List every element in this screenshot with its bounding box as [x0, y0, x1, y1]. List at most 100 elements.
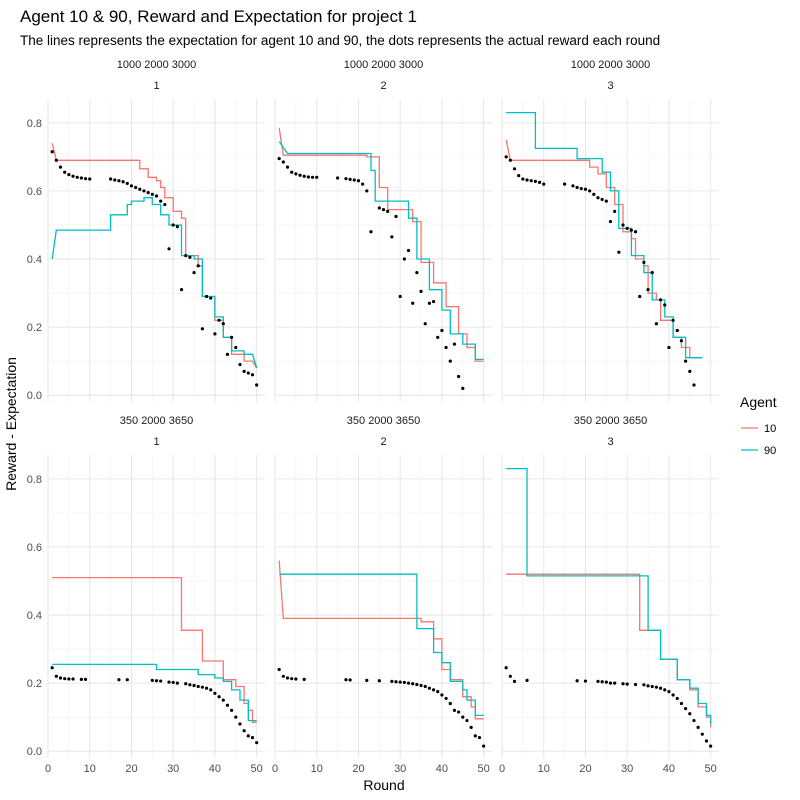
reward-dot — [58, 165, 63, 169]
reward-dot — [213, 332, 217, 336]
reward-dot — [633, 682, 638, 687]
reward-dot — [352, 178, 356, 182]
reward-dot — [477, 735, 482, 740]
legend-title: Agent — [740, 394, 777, 410]
reward-dot — [175, 681, 179, 685]
reward-dot — [684, 359, 688, 363]
reward-dot — [79, 677, 83, 681]
reward-dot — [575, 679, 579, 683]
reward-dot — [423, 684, 427, 689]
reward-dot — [83, 177, 88, 181]
reward-dot — [209, 688, 213, 692]
reward-dot — [302, 174, 306, 178]
reward-dot — [117, 179, 121, 183]
reward-dot — [390, 679, 394, 683]
reward-dot — [234, 715, 238, 719]
reward-dot — [204, 294, 209, 299]
reward-dot — [427, 686, 432, 690]
reward-dot — [415, 682, 419, 687]
reward-dot — [348, 177, 352, 181]
reward-dot — [679, 701, 684, 706]
reward-dot — [398, 680, 402, 684]
strip-label-bottom: 2 — [380, 80, 386, 92]
reward-dot — [658, 298, 663, 302]
reward-dot — [217, 318, 221, 322]
reward-dot — [613, 209, 617, 213]
reward-dot — [457, 710, 461, 714]
reward-dot — [381, 208, 386, 212]
reward-dot — [608, 219, 613, 224]
reward-dot — [142, 189, 146, 193]
reward-dot — [344, 177, 348, 181]
reward-dot — [277, 667, 281, 672]
reward-dot — [290, 677, 294, 681]
reward-dot — [667, 345, 671, 350]
reward-dot — [654, 322, 659, 326]
reward-dot — [562, 182, 567, 186]
reward-dot — [402, 680, 406, 685]
reward-dot — [419, 289, 423, 293]
reward-dot — [246, 371, 250, 375]
reward-dot — [209, 296, 213, 300]
reward-dot — [402, 257, 406, 261]
reward-dot — [431, 299, 436, 304]
reward-dot — [83, 677, 88, 681]
reward-dot — [294, 677, 298, 681]
reward-dot — [163, 202, 167, 207]
reward-dot — [525, 178, 529, 182]
series-line-agent-10 — [506, 573, 712, 728]
reward-dot — [436, 690, 440, 694]
series-line-agent-90 — [506, 467, 712, 724]
reward-dot — [58, 676, 63, 680]
reward-dot — [642, 683, 646, 687]
x-tick-label: 20 — [352, 763, 364, 775]
reward-dot — [377, 679, 381, 683]
reward-dot — [688, 369, 692, 373]
reward-dot — [221, 322, 225, 326]
reward-dot — [159, 679, 163, 683]
x-tick-label: 50 — [705, 763, 717, 775]
reward-dot — [482, 744, 486, 748]
reward-dot — [436, 335, 440, 339]
reward-dot — [688, 712, 692, 716]
x-tick-label: 30 — [167, 763, 179, 775]
legend: Agent 10 90 — [740, 394, 777, 457]
series-line-agent-10 — [52, 576, 257, 723]
reward-dot — [431, 688, 436, 692]
reward-dot — [386, 209, 390, 213]
panel-1: 1000 2000 3000 1 0.0 0.2 0.4 0.6 0.8 — [27, 59, 265, 402]
strip-label-top: 1000 2000 3000 — [117, 59, 197, 71]
reward-dot — [696, 725, 700, 729]
reward-dot — [671, 693, 675, 697]
reward-dot — [225, 703, 230, 707]
reward-dot — [411, 301, 415, 305]
reward-dot — [238, 722, 242, 726]
reward-dot — [704, 739, 709, 743]
reward-dot — [621, 223, 625, 227]
reward-dot — [613, 681, 617, 685]
reward-dot — [504, 155, 508, 159]
y-tick-label: 0.0 — [27, 390, 42, 402]
reward-dot — [521, 177, 525, 181]
series-line-agent-10 — [278, 127, 484, 362]
reward-dot — [608, 681, 613, 685]
series-line-agent-10 — [278, 560, 484, 720]
reward-dot — [604, 680, 608, 684]
reward-dot — [692, 718, 696, 723]
reward-dot — [667, 690, 671, 694]
reward-dot — [200, 685, 205, 689]
reward-dot — [121, 180, 125, 184]
strip-label-top: 350 2000 3650 — [347, 415, 420, 427]
x-tick-label: 50 — [478, 763, 490, 775]
chart-title: Agent 10 & 90, Reward and Expectation fo… — [20, 7, 417, 26]
reward-dot — [250, 373, 255, 377]
reward-dot — [50, 666, 54, 670]
panel-2: 1000 2000 3000 2 — [274, 59, 492, 402]
reward-dot — [369, 230, 373, 234]
reward-dot — [196, 684, 200, 689]
reward-dot — [663, 688, 667, 692]
x-tick-label: 0 — [499, 763, 505, 775]
reward-dot — [654, 685, 659, 689]
